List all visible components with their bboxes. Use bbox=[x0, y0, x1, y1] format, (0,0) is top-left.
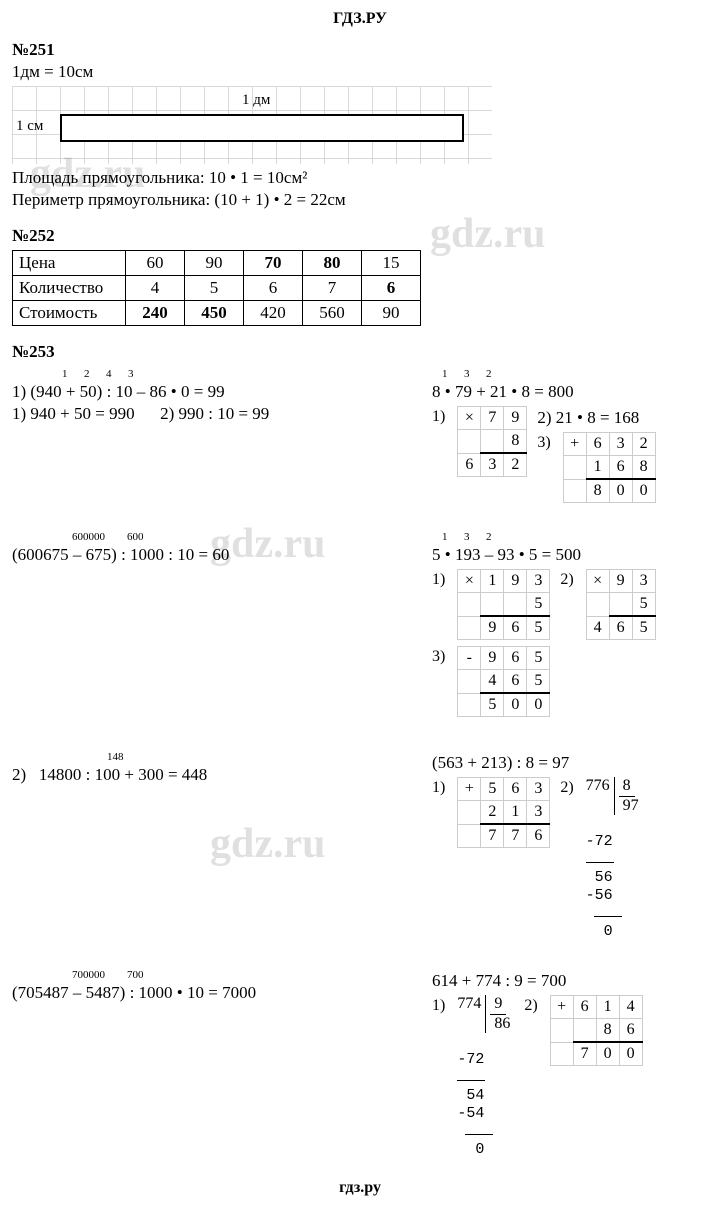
rect-box bbox=[60, 114, 464, 142]
step-label: 1) bbox=[432, 777, 445, 797]
expr: 2) 14800 : 100 + 300 = 448 bbox=[12, 765, 432, 785]
cell: 90 bbox=[185, 251, 244, 276]
cell: 15 bbox=[362, 251, 421, 276]
step-label: 1) bbox=[432, 406, 445, 426]
t253-block1: 1 2 4 3 1) (940 + 50) : 10 – 86 • 0 = 99… bbox=[12, 368, 708, 503]
expr: (600675 – 675) : 1000 : 10 = 60 bbox=[12, 545, 432, 565]
order-annot: 1 3 2 bbox=[442, 368, 708, 380]
long-division-774-9: 774 9 86 -72 54 -54 0 bbox=[457, 995, 514, 1159]
t252-table: Цена 60 90 70 80 15 Количество 4 5 6 7 6… bbox=[12, 250, 421, 326]
calc-93x5: ×93 5 465 bbox=[586, 569, 656, 640]
table-row: Стоимость 240 450 420 560 90 bbox=[13, 301, 421, 326]
site-footer: гдз.ру bbox=[12, 1179, 708, 1197]
page: ГДЗ.РУ gdz.ru gdz.ru gdz.ru gdz.ru №251 … bbox=[0, 0, 720, 1217]
long-division-776-8: 776 8 97 -72 56 -56 0 bbox=[586, 777, 643, 941]
cell: 5 bbox=[185, 276, 244, 301]
step-label: 1) bbox=[432, 569, 445, 589]
step-label: 2) bbox=[560, 569, 573, 589]
table-row: Цена 60 90 70 80 15 bbox=[13, 251, 421, 276]
cell: 7 bbox=[303, 276, 362, 301]
step-label: 3) bbox=[432, 646, 445, 666]
cell: 70 bbox=[244, 251, 303, 276]
expr: (563 + 213) : 8 = 97 bbox=[432, 753, 708, 773]
task-252-number: №252 bbox=[12, 226, 708, 246]
step-label: 2) bbox=[524, 995, 537, 1015]
t253-block4: 700000 700 (705487 – 5487) : 1000 • 10 =… bbox=[12, 969, 708, 1159]
t253-block2: 600000 600 (600675 – 675) : 1000 : 10 = … bbox=[12, 531, 708, 717]
cell: 4 bbox=[126, 276, 185, 301]
calc-563p213: +563 213 776 bbox=[457, 777, 550, 848]
cell: 6 bbox=[362, 276, 421, 301]
step-label: 3) bbox=[537, 432, 550, 452]
t251-rectangle-drawing: 1 дм 1 см bbox=[12, 86, 492, 164]
cell: 450 bbox=[185, 301, 244, 326]
task-251-number: №251 bbox=[12, 40, 708, 60]
calc-79x8: ×79 8 632 bbox=[457, 406, 527, 477]
calc-193x5: ×193 5 965 bbox=[457, 569, 550, 640]
t251-area: Площадь прямоугольника: 10 • 1 = 10см² bbox=[12, 168, 708, 188]
cell: 60 bbox=[126, 251, 185, 276]
step-label: 1) bbox=[432, 995, 445, 1015]
step-label: 2) bbox=[560, 777, 573, 797]
expr: (705487 – 5487) : 1000 • 10 = 7000 bbox=[12, 983, 432, 1003]
calc-632p168: +632 168 800 bbox=[563, 432, 656, 503]
expr: 2) 21 • 8 = 168 bbox=[537, 408, 655, 428]
site-header: ГДЗ.РУ bbox=[12, 10, 708, 28]
calc-614p86: +614 86 700 bbox=[550, 995, 643, 1066]
cell: 90 bbox=[362, 301, 421, 326]
price-header: Цена bbox=[13, 251, 126, 276]
expr: 5 • 193 – 93 • 5 = 500 bbox=[432, 545, 708, 565]
order-annot: 1 3 2 bbox=[442, 531, 708, 543]
cell: 560 bbox=[303, 301, 362, 326]
order-annot: 1 2 4 3 bbox=[62, 368, 432, 380]
expr: 1) 940 + 50 = 990 2) 990 : 10 = 99 bbox=[12, 404, 432, 424]
cell: 80 bbox=[303, 251, 362, 276]
annot: 148 bbox=[107, 751, 432, 763]
t251-equation: 1дм = 10см bbox=[12, 62, 708, 82]
cell: 6 bbox=[244, 276, 303, 301]
qty-header: Количество bbox=[13, 276, 126, 301]
table-row: Количество 4 5 6 7 6 bbox=[13, 276, 421, 301]
rect-label-top: 1 дм bbox=[242, 92, 270, 109]
expr: 8 • 79 + 21 • 8 = 800 bbox=[432, 382, 708, 402]
expr: 614 + 774 : 9 = 700 bbox=[432, 971, 708, 991]
cost-header: Стоимость bbox=[13, 301, 126, 326]
calc-965m465: -965 465 500 bbox=[457, 646, 550, 717]
t251-perimeter: Периметр прямоугольника: (10 + 1) • 2 = … bbox=[12, 190, 708, 210]
rect-label-left: 1 см bbox=[16, 118, 43, 135]
task-253-number: №253 bbox=[12, 342, 708, 362]
cell: 420 bbox=[244, 301, 303, 326]
cell: 240 bbox=[126, 301, 185, 326]
t253-block3: 148 2) 14800 : 100 + 300 = 448 (563 + 21… bbox=[12, 751, 708, 941]
expr: 1) (940 + 50) : 10 – 86 • 0 = 99 bbox=[12, 382, 432, 402]
